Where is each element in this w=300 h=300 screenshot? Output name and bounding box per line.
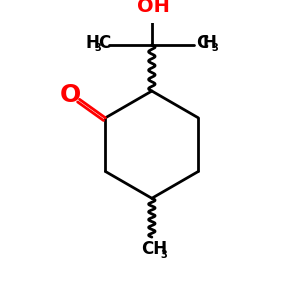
Text: O: O	[60, 83, 81, 107]
Text: H: H	[202, 34, 216, 52]
Text: 3: 3	[95, 44, 102, 53]
Text: CH: CH	[141, 240, 167, 258]
Text: 3: 3	[160, 250, 167, 260]
Text: OH: OH	[137, 0, 170, 16]
Text: C: C	[99, 34, 111, 52]
Text: H: H	[86, 34, 100, 52]
Text: C: C	[196, 34, 208, 52]
Text: 3: 3	[212, 44, 218, 53]
